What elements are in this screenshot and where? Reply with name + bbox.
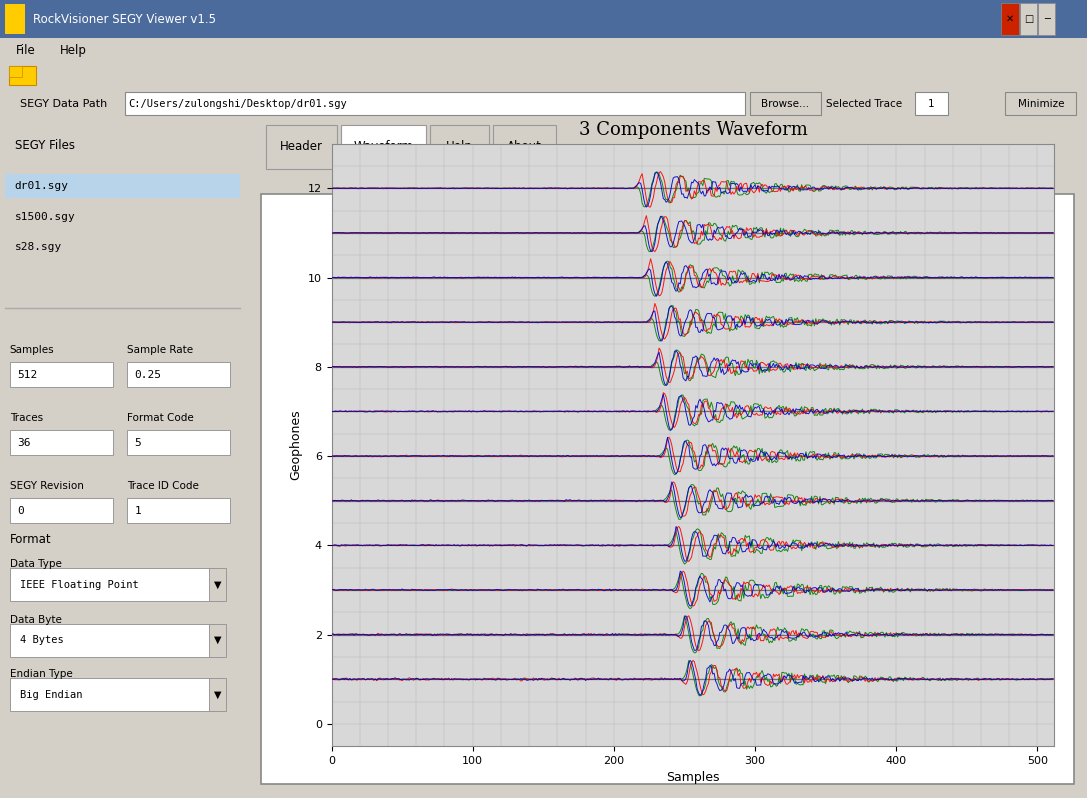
- Text: SEGY Data Path: SEGY Data Path: [20, 99, 107, 109]
- Text: Minimize: Minimize: [1017, 99, 1064, 109]
- Bar: [5, 174, 239, 199]
- Bar: [5, 235, 239, 259]
- Text: 1: 1: [135, 506, 141, 516]
- Bar: [10, 430, 113, 455]
- Text: Endian Type: Endian Type: [10, 669, 73, 679]
- Text: 36: 36: [17, 437, 30, 448]
- Text: Z: Z: [1015, 180, 1023, 192]
- Y-axis label: Geophones: Geophones: [289, 409, 302, 480]
- Bar: [5, 4, 25, 34]
- Bar: [10, 498, 113, 523]
- Bar: [1038, 3, 1055, 35]
- Text: File: File: [16, 44, 36, 57]
- Text: Data Byte: Data Byte: [10, 614, 62, 625]
- Bar: [9, 66, 22, 77]
- Bar: [127, 498, 230, 523]
- Text: SEGY Files: SEGY Files: [15, 139, 75, 152]
- Text: ☑: ☑: [995, 180, 1005, 192]
- Text: 4 Bytes: 4 Bytes: [20, 635, 63, 646]
- Bar: [915, 93, 948, 115]
- Text: IEEE Floating Point: IEEE Floating Point: [20, 579, 138, 590]
- Bar: [341, 125, 426, 169]
- Text: RockVisioner SEGY Viewer v1.5: RockVisioner SEGY Viewer v1.5: [33, 13, 215, 26]
- Bar: [1005, 93, 1076, 115]
- Text: ▼: ▼: [214, 689, 222, 700]
- Text: ─: ─: [1044, 14, 1050, 24]
- Bar: [209, 568, 226, 601]
- Title: 3 Components Waveform: 3 Components Waveform: [578, 121, 808, 140]
- Bar: [209, 678, 226, 711]
- Text: □: □: [1024, 14, 1033, 24]
- Text: X: X: [880, 180, 888, 192]
- Bar: [265, 125, 337, 169]
- Text: About: About: [508, 140, 542, 153]
- Text: Format: Format: [10, 533, 51, 546]
- Bar: [209, 624, 226, 657]
- Bar: [125, 93, 745, 115]
- Text: Samples: Samples: [10, 345, 54, 355]
- Text: ●  Display by Geophones: ● Display by Geophones: [598, 181, 739, 191]
- Text: ▼: ▼: [214, 579, 222, 590]
- Bar: [1001, 3, 1019, 35]
- Text: 0.25: 0.25: [135, 369, 162, 380]
- Text: ○  Display by Traces: ○ Display by Traces: [346, 181, 460, 191]
- Text: Trace ID Code: Trace ID Code: [127, 481, 199, 491]
- Bar: [9, 66, 36, 85]
- Bar: [10, 624, 225, 657]
- Text: Help: Help: [60, 44, 87, 57]
- Text: C:/Users/zulongshi/Desktop/dr01.sgy: C:/Users/zulongshi/Desktop/dr01.sgy: [128, 99, 347, 109]
- Text: SEGY Revision: SEGY Revision: [10, 481, 84, 491]
- Text: Big Endian: Big Endian: [20, 689, 82, 700]
- Text: Browse...: Browse...: [761, 99, 810, 109]
- Text: ✕: ✕: [1005, 14, 1014, 24]
- Text: Selected Trace: Selected Trace: [826, 99, 902, 109]
- Bar: [10, 678, 225, 711]
- Text: 0: 0: [17, 506, 24, 516]
- Text: Help: Help: [446, 140, 473, 153]
- Text: Traces: Traces: [10, 413, 42, 423]
- Text: Header: Header: [280, 140, 323, 153]
- Bar: [127, 430, 230, 455]
- Text: 5: 5: [135, 437, 141, 448]
- Text: dr01.sgy: dr01.sgy: [15, 181, 68, 191]
- Text: s28.sgy: s28.sgy: [15, 243, 62, 252]
- Text: 512: 512: [17, 369, 37, 380]
- Bar: [493, 125, 557, 169]
- Text: Y: Y: [948, 180, 955, 192]
- Text: 1: 1: [928, 99, 935, 109]
- Text: s1500.sgy: s1500.sgy: [15, 211, 75, 222]
- Text: Format Code: Format Code: [127, 413, 193, 423]
- Bar: [127, 362, 230, 387]
- Bar: [10, 568, 225, 601]
- Bar: [430, 125, 489, 169]
- Bar: [5, 204, 239, 229]
- Text: ▼: ▼: [214, 635, 222, 646]
- Text: ☑: ☑: [860, 180, 871, 192]
- Bar: [1020, 3, 1037, 35]
- Text: Waveform: Waveform: [353, 140, 413, 153]
- Text: ☑: ☑: [927, 180, 938, 192]
- Text: Sample Rate: Sample Rate: [127, 345, 193, 355]
- Bar: [10, 362, 113, 387]
- Bar: [261, 194, 1074, 784]
- Text: Data Type: Data Type: [10, 559, 62, 569]
- X-axis label: Samples: Samples: [666, 772, 720, 784]
- Bar: [750, 93, 821, 115]
